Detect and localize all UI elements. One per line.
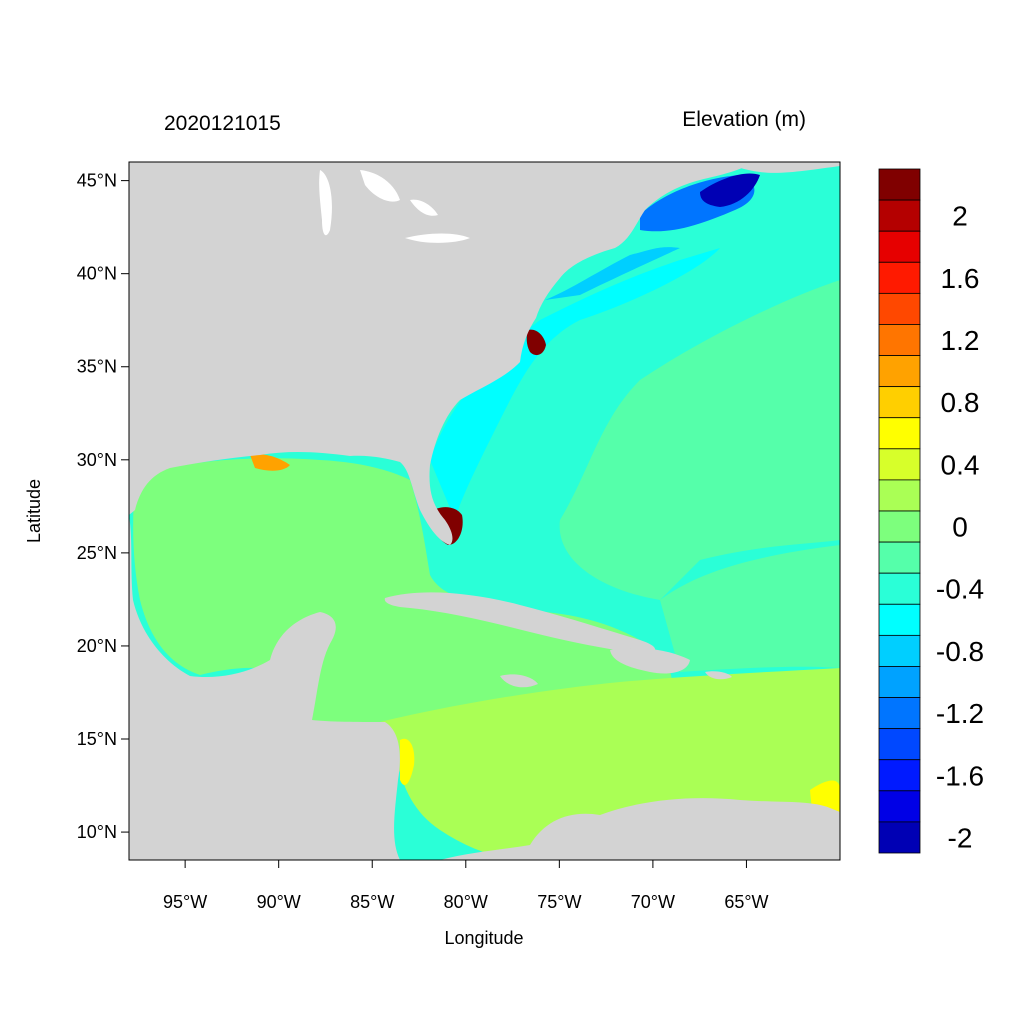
x-tick-label: 80°W bbox=[444, 892, 488, 912]
yucatan-yellow bbox=[400, 738, 415, 785]
colorbar-tick-label: 1.6 bbox=[941, 263, 980, 294]
colorbar-swatch bbox=[878, 634, 921, 667]
colorbar-tick-label: -2 bbox=[948, 822, 973, 853]
colorbar-swatch bbox=[878, 790, 921, 823]
colorbar-swatch bbox=[878, 821, 921, 854]
south-america-land bbox=[440, 798, 840, 860]
colorbar-tick-label: 0.4 bbox=[941, 449, 980, 480]
colorbar-swatch bbox=[878, 355, 921, 388]
y-tick-label: 40°N bbox=[77, 264, 117, 284]
sargasso-region bbox=[559, 280, 840, 600]
timestamp-title: 2020121015 bbox=[164, 112, 281, 135]
cuba-land bbox=[384, 592, 656, 655]
x-tick-label: 95°W bbox=[163, 892, 207, 912]
gulf-of-maine-core bbox=[700, 173, 760, 207]
colorbar-swatch bbox=[878, 603, 921, 636]
x-axis: 95°W 90°W 85°W 80°W 75°W 70°W 65°W bbox=[163, 860, 769, 912]
x-tick-label: 65°W bbox=[724, 892, 768, 912]
colorbar-swatch bbox=[878, 448, 921, 481]
hispaniola-land bbox=[610, 648, 690, 674]
colorbar-swatch bbox=[878, 199, 921, 232]
x-tick-label: 70°W bbox=[631, 892, 675, 912]
north-america-land bbox=[129, 162, 750, 545]
colorbar-swatch bbox=[878, 666, 921, 698]
colorbar-swatch bbox=[878, 510, 921, 543]
mexico-land bbox=[129, 515, 400, 860]
louisiana-coast-orange bbox=[250, 454, 290, 471]
colorbar-tick-label: 2 bbox=[952, 201, 968, 232]
colorbar-tick-label: 1.2 bbox=[941, 325, 980, 356]
nova-scotia-land bbox=[730, 162, 840, 173]
colorbar-tick-label: -0.8 bbox=[936, 636, 984, 667]
colorbar-swatch bbox=[878, 386, 921, 419]
shelf-midatlantic bbox=[545, 247, 680, 300]
colorbar-swatch bbox=[878, 417, 921, 450]
colorbar-tick-label: 0 bbox=[952, 512, 968, 543]
puerto-rico-land bbox=[705, 671, 732, 680]
x-tick-label: 90°W bbox=[257, 892, 301, 912]
plot-frame bbox=[128, 161, 841, 861]
pamlico-surge bbox=[526, 329, 546, 356]
variable-title: Elevation (m) bbox=[682, 108, 806, 131]
colorbar-swatch bbox=[878, 728, 921, 761]
y-tick-label: 25°N bbox=[77, 543, 117, 563]
x-tick-label: 85°W bbox=[350, 892, 394, 912]
colorbar-labels: 2 1.6 1.2 0.8 0.4 0 -0.4 -0.8 -1.2 -1.6 -2 bbox=[936, 201, 984, 854]
colorbar bbox=[878, 168, 921, 854]
gulf-of-mexico bbox=[133, 458, 673, 722]
y-axis-label: Latitude bbox=[24, 479, 44, 543]
colorbar-swatch bbox=[878, 168, 921, 201]
y-axis: 45°N 40°N 35°N 30°N 25°N 20°N 15°N 10°N bbox=[77, 171, 129, 842]
colorbar-swatch bbox=[878, 230, 921, 263]
great-lakes bbox=[319, 170, 470, 243]
jamaica-land bbox=[500, 674, 538, 688]
y-tick-label: 15°N bbox=[77, 729, 117, 749]
y-tick-label: 30°N bbox=[77, 450, 117, 470]
colorbar-swatch bbox=[878, 697, 921, 730]
y-tick-label: 20°N bbox=[77, 636, 117, 656]
colorbar-tick-label: 0.8 bbox=[941, 387, 980, 418]
map-plot-area bbox=[129, 162, 840, 860]
colorbar-swatch bbox=[878, 572, 921, 605]
y-tick-label: 45°N bbox=[77, 171, 117, 191]
colorbar-swatch bbox=[878, 759, 921, 792]
colorbar-swatch bbox=[878, 292, 921, 325]
colorbar-swatch bbox=[878, 261, 921, 294]
colorbar-swatch bbox=[878, 324, 921, 356]
y-tick-label: 35°N bbox=[77, 357, 117, 377]
colorbar-swatch bbox=[878, 479, 921, 512]
x-axis-label: Longitude bbox=[444, 928, 523, 948]
colorbar-tick-label: -0.4 bbox=[936, 574, 984, 605]
y-tick-label: 10°N bbox=[77, 822, 117, 842]
east-atlantic-green bbox=[660, 545, 840, 672]
colorbar-swatch bbox=[878, 541, 921, 574]
colorbar-tick-label: -1.6 bbox=[936, 760, 984, 791]
colorbar-tick-label: -1.2 bbox=[936, 698, 984, 729]
x-tick-label: 75°W bbox=[537, 892, 581, 912]
